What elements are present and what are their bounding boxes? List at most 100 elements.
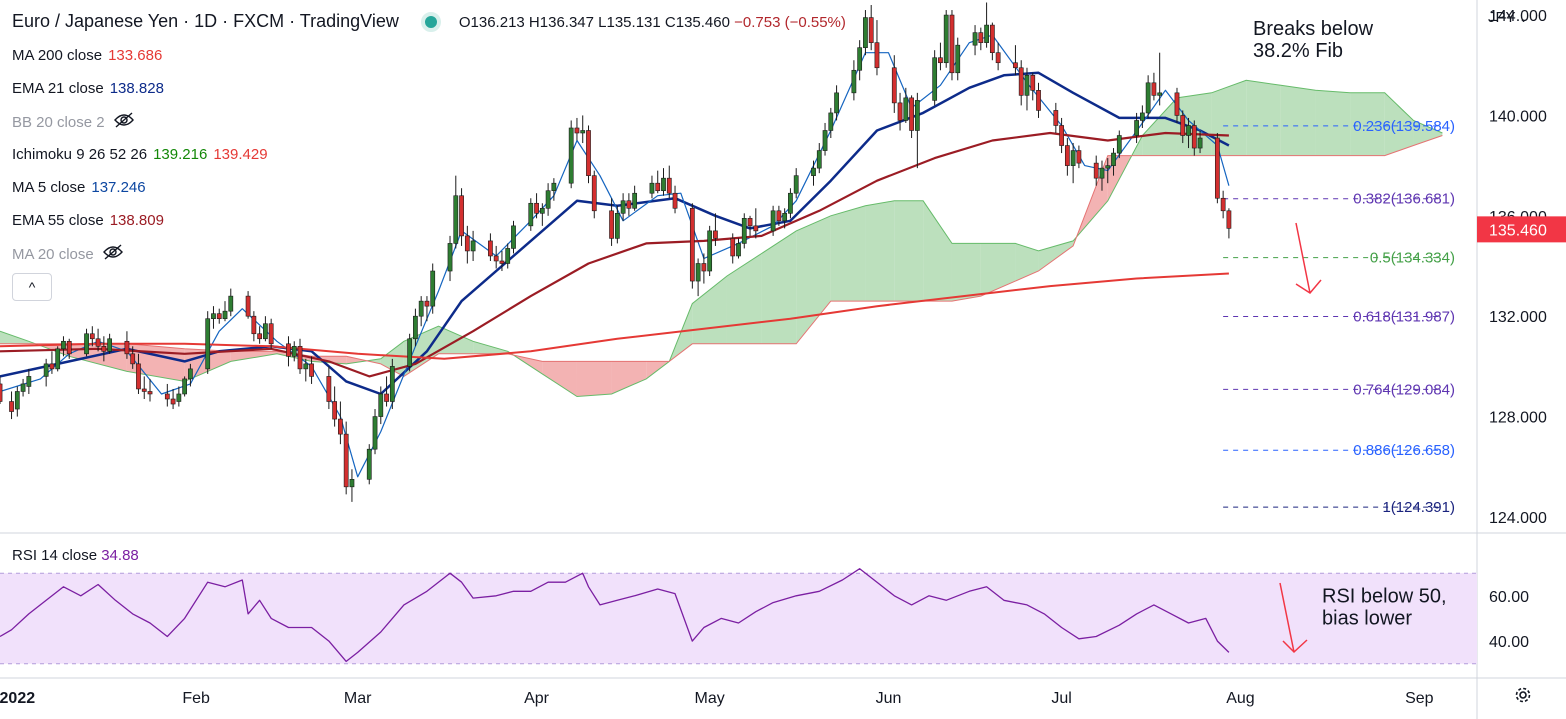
candle [1099,160,1105,191]
candle-body [378,393,384,417]
candle [1076,145,1082,169]
candle-body [61,340,66,350]
last-price-label: 135.460 [1489,222,1547,239]
x-tick-label: Mar [344,690,372,707]
candle [511,220,516,254]
settings-gear-icon[interactable] [1513,685,1533,710]
candle [413,308,418,347]
indicator-row[interactable]: EMA 21 close 138.828 [12,79,164,99]
candle-body [834,92,839,114]
candle [1197,130,1203,154]
y-tick-label: 128.000 [1489,410,1547,427]
cloud-segment [1211,80,1247,156]
indicator-row[interactable]: MA 20 close [12,244,124,264]
candle [1214,133,1220,204]
fib-level-label: 1(124.391) [1382,499,1455,516]
candle-body [511,225,516,249]
candle [343,421,349,495]
candle [545,183,551,216]
candle [891,55,897,113]
fib-level-label: 0.382(136.681) [1353,191,1455,208]
candle-body [499,260,505,264]
indicator-row[interactable]: MA 200 close 133.686 [12,46,162,66]
ohlc-values: O136.213 H136.347 L135.131 C135.460 −0.7… [459,14,846,31]
candle-body [268,323,274,345]
candle-body [366,448,372,480]
indicator-label: EMA 21 close [12,80,104,97]
candle [66,338,72,359]
candle-body [1070,150,1076,166]
candle-body [222,310,228,319]
candle [776,205,782,226]
candle-body [136,363,141,390]
indicator-value: 138.828 [109,80,164,97]
x-tick-label: May [695,690,725,707]
candle-body [286,343,291,357]
candle-body [257,333,263,340]
candle [1134,112,1139,144]
candle-body [66,340,72,355]
candle-body [614,213,620,239]
candle-body [20,383,26,392]
candle-body [459,195,464,237]
cloud-segment [1384,92,1414,156]
candle [101,336,107,362]
candle-body [505,248,511,264]
rsi-down-arrow-icon [1279,582,1308,654]
collapse-legend-button[interactable]: ^ [12,273,52,301]
candle [188,363,193,387]
x-tick-label: Jul [1051,690,1071,707]
candle [326,366,332,410]
candle-body [343,433,349,488]
candle [695,258,701,297]
cloud-segment [230,351,277,362]
indicator-row[interactable]: BB 20 close 2 [12,112,135,132]
indicator-row[interactable]: EMA 55 close 138.809 [12,211,164,231]
candle-body [430,270,436,307]
cloud-segment [1142,97,1177,156]
candle [1111,148,1116,176]
candle-body [1024,74,1030,96]
cloud-segment [1246,80,1281,156]
indicator-row[interactable]: Ichimoku 9 26 52 26 139.216 139.429 [12,145,268,165]
candle [620,193,626,221]
candle-body [332,401,338,420]
candle-body [689,207,695,282]
rsi-line [0,568,1230,663]
candle [1186,117,1191,149]
currency-selector[interactable]: JPY ⌄ [1488,9,1528,26]
symbol-title[interactable]: Euro / Japanese Yen · 1D · FXCM · Tradin… [12,11,399,31]
candle [291,341,297,362]
candle [470,230,476,261]
candle [707,225,713,277]
candle [666,165,672,199]
candle-body [228,295,234,312]
candle-body [9,401,14,412]
eye-hidden-icon[interactable] [113,112,135,134]
cloud-segment [542,361,577,397]
candle-body [447,243,453,272]
candle-body [909,97,914,131]
indicator-row[interactable]: MA 5 close 137.246 [12,178,146,198]
candle-body [914,100,920,131]
candle [464,225,470,264]
candle [245,291,251,319]
candle-body [1174,92,1180,116]
cloud-segment [830,205,866,302]
candle [164,383,170,407]
cloud-segment [796,215,831,344]
cloud-segment [576,361,612,397]
candle [972,25,978,56]
cloud-segment [1315,90,1351,156]
rsi-legend[interactable]: RSI 14 close 34.88 [12,547,139,564]
cloud-segment [346,356,367,364]
candle-body [372,416,378,450]
candle [297,338,303,374]
cloud-segment [366,358,381,364]
candle [222,301,228,322]
candle [378,386,384,425]
eye-hidden-icon[interactable] [102,244,124,266]
candle-body [338,418,343,435]
candle-body [1030,74,1036,91]
